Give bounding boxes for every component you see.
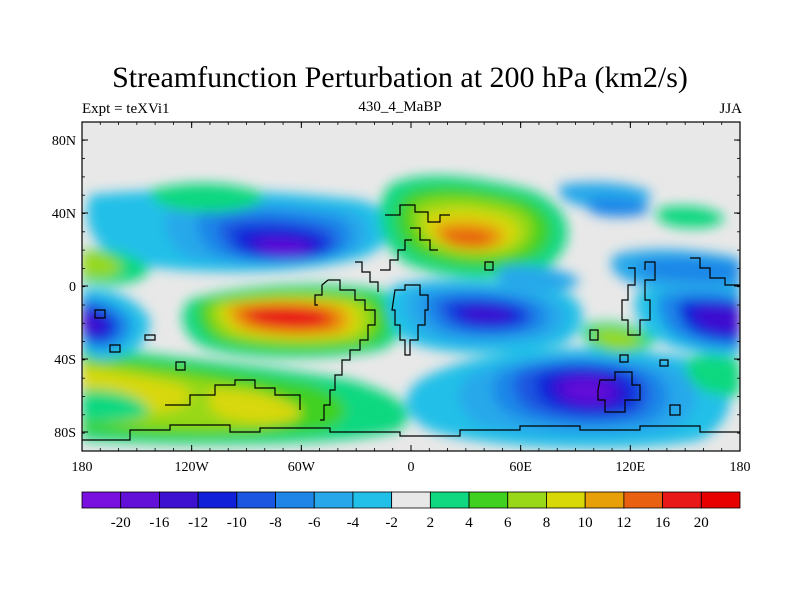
colorbar-label: -4 xyxy=(347,515,360,531)
x-axis: 180 120W 60W 0 60E 120E 180 xyxy=(72,122,751,475)
y-axis: 80N 40N 0 40S 80S xyxy=(52,134,740,441)
colorbar-box xyxy=(468,491,509,509)
colorbar-label: -10 xyxy=(227,515,247,531)
colorbar-box xyxy=(120,491,160,509)
colorbar-label: 10 xyxy=(578,515,593,531)
colorbar-label: -20 xyxy=(111,515,131,531)
chart-title: Streamfunction Perturbation at 200 hPa (… xyxy=(112,61,688,94)
colorbar-box xyxy=(507,491,547,509)
coastlines xyxy=(82,204,740,441)
contour-field xyxy=(82,122,740,451)
x-tick-label: 0 xyxy=(408,460,415,475)
x-tick-label: 60E xyxy=(509,460,532,475)
x-tick-label: 180 xyxy=(72,460,93,475)
colorbar-box xyxy=(313,491,354,509)
colorbar-label: 20 xyxy=(694,515,709,531)
experiment-label: Expt = teXVi1 xyxy=(82,101,170,117)
colorbar-label: 8 xyxy=(543,515,551,531)
colorbar-box xyxy=(662,491,702,509)
y-tick-label: 80N xyxy=(52,134,76,149)
colorbar-label: 16 xyxy=(655,515,671,531)
colorbar-box xyxy=(236,491,276,509)
colorbar-label: -8 xyxy=(269,515,282,531)
colorbar-label: 6 xyxy=(504,515,512,531)
colorbar-box xyxy=(546,491,586,509)
y-tick-label: 0 xyxy=(69,280,76,295)
y-tick-label: 40N xyxy=(52,207,76,222)
colorbar-box xyxy=(429,491,470,509)
colorbar: -20 -16 -12 -10 -8 -6 -4 -2 2 4 6 8 10 12 16 20 xyxy=(81,491,741,531)
colorbar-label: -16 xyxy=(149,515,169,531)
colorbar-label: 2 xyxy=(427,515,435,531)
colorbar-box xyxy=(623,491,663,509)
colorbar-box xyxy=(81,491,122,509)
y-tick-label: 80S xyxy=(54,426,76,441)
colorbar-label: 12 xyxy=(616,515,631,531)
colorbar-box xyxy=(159,491,199,509)
colorbar-label: -2 xyxy=(385,515,398,531)
colorbar-box xyxy=(352,491,393,509)
x-tick-label: 120E xyxy=(616,460,646,475)
colorbar-box xyxy=(584,491,625,509)
colorbar-box xyxy=(391,491,431,509)
x-tick-label: 60W xyxy=(288,460,316,475)
y-tick-label: 40S xyxy=(54,353,76,368)
colorbar-box xyxy=(700,491,741,509)
colorbar-label: -6 xyxy=(308,515,321,531)
x-tick-label: 180 xyxy=(730,460,751,475)
colorbar-box xyxy=(197,491,238,509)
season-label: JJA xyxy=(719,101,742,117)
colorbar-label: -12 xyxy=(188,515,208,531)
colorbar-label: 4 xyxy=(465,515,473,531)
colorbar-box xyxy=(275,491,315,509)
run-label: 430_4_MaBP xyxy=(358,99,442,115)
x-tick-label: 120W xyxy=(175,460,210,475)
